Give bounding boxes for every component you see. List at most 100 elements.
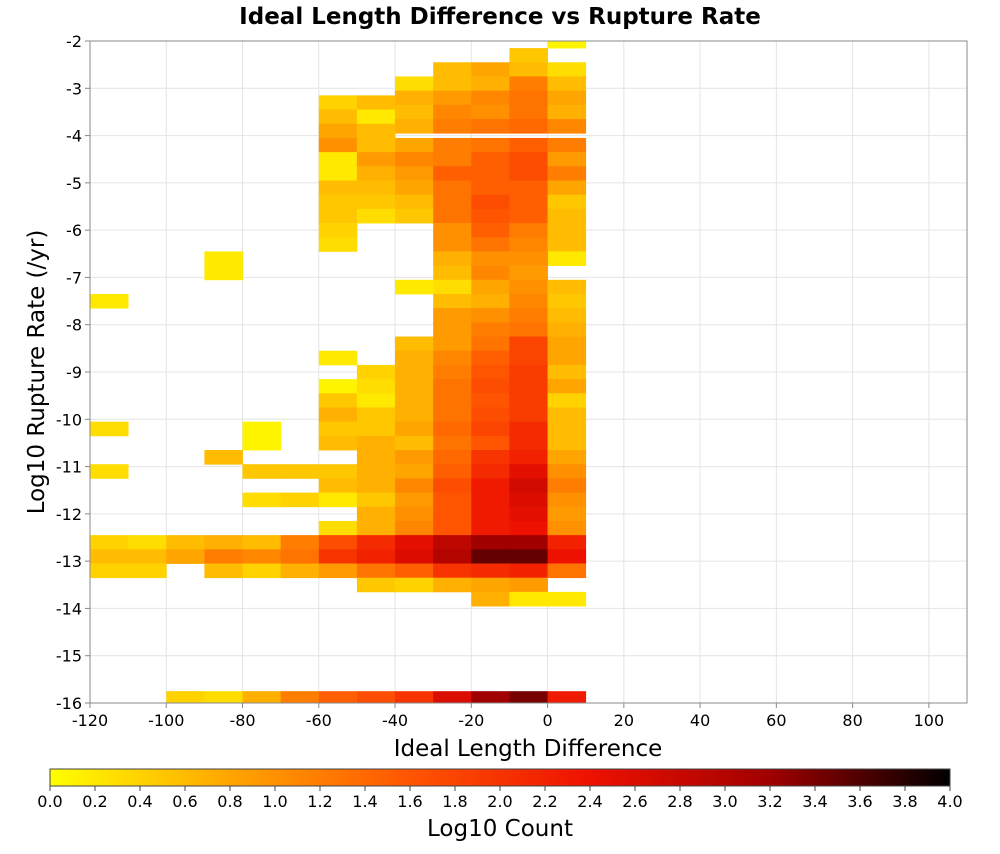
heatmap-cell	[242, 464, 282, 479]
heatmap-cell	[318, 109, 358, 125]
x-tick-label: 0	[542, 711, 552, 730]
heatmap-cell	[509, 563, 548, 579]
heatmap-cell	[509, 279, 548, 295]
x-tick-label: -20	[458, 711, 484, 730]
heatmap-cell	[204, 535, 243, 550]
heatmap-cell	[90, 421, 129, 437]
colorbar-tick-label: 3.6	[847, 792, 872, 811]
heatmap-cell	[318, 123, 358, 139]
heatmap-cell	[204, 265, 243, 281]
heatmap-cell	[509, 691, 548, 704]
heatmap-cell	[471, 435, 510, 451]
heatmap-cell	[433, 492, 472, 508]
heatmap-cell	[433, 251, 472, 267]
heatmap-cell	[395, 407, 434, 423]
heatmap-cell	[433, 520, 472, 536]
heatmap-cell	[433, 364, 472, 380]
colorbar-tick-label: 1.8	[442, 792, 467, 811]
heatmap-cell	[509, 166, 548, 181]
heatmap-cell	[395, 450, 434, 465]
heatmap-cell	[547, 478, 587, 493]
heatmap-cell	[471, 251, 510, 267]
colorbar-tick-label: 3.2	[757, 792, 782, 811]
heatmap-cell	[280, 549, 320, 564]
heatmap-cell	[433, 166, 472, 181]
heatmap-cell	[90, 535, 129, 550]
heatmap-cell	[433, 350, 472, 366]
heatmap-cell	[547, 506, 587, 522]
heatmap-cell	[509, 379, 548, 394]
colorbar-tick-label: 3.4	[802, 792, 827, 811]
heatmap-cell	[433, 563, 472, 579]
heatmap-cell	[433, 691, 472, 704]
heatmap-cell	[356, 137, 396, 153]
heatmap-cell	[547, 166, 587, 181]
heatmap-cell	[471, 293, 510, 309]
heatmap-cell	[356, 549, 396, 564]
heatmap-cell	[395, 549, 434, 564]
heatmap-cell	[204, 549, 243, 564]
heatmap-cell	[318, 379, 358, 394]
heatmap-cell	[471, 520, 510, 536]
heatmap-cell	[356, 364, 396, 380]
colorbar-tick-label: 2.6	[622, 792, 647, 811]
heatmap-cell	[166, 549, 205, 564]
heatmap-cell	[242, 691, 282, 704]
heatmap-cell	[509, 478, 548, 493]
colorbar-label: Log10 Count	[427, 816, 573, 842]
heatmap-cell	[471, 194, 510, 210]
heatmap-cell	[318, 435, 358, 451]
colorbar-tick-label: 0.2	[82, 792, 107, 811]
heatmap-cell	[471, 563, 510, 579]
heatmap-cell	[395, 520, 434, 536]
heatmap-cell	[471, 76, 510, 92]
heatmap-cell	[433, 62, 472, 77]
heatmap-cell	[433, 194, 472, 210]
heatmap-cell	[204, 563, 243, 579]
heatmap-cell	[318, 478, 358, 493]
heatmap-cell	[395, 279, 434, 295]
heatmap-cell	[471, 549, 510, 564]
heatmap-cell	[547, 691, 587, 704]
heatmap-cell	[547, 563, 587, 579]
x-tick-label: -60	[306, 711, 332, 730]
heatmap-cell	[547, 180, 587, 196]
x-tick-label: 40	[690, 711, 710, 730]
heatmap-cell	[318, 223, 358, 238]
colorbar	[49, 768, 951, 787]
heatmap-cell	[509, 293, 548, 309]
heatmap-cell	[433, 104, 472, 120]
heatmap-cell	[433, 535, 472, 550]
heatmap-cell	[471, 62, 510, 77]
heatmap-cell	[547, 591, 587, 607]
heatmap-cell	[547, 104, 587, 120]
heatmap-cell	[356, 464, 396, 479]
heatmap-cell	[318, 520, 358, 536]
heatmap-cell	[509, 464, 548, 479]
heatmap-cell	[356, 563, 396, 579]
y-tick-label: -4	[66, 127, 82, 146]
heatmap-cell	[509, 76, 548, 92]
y-tick-label: -5	[66, 174, 82, 193]
heatmap-cell	[471, 119, 510, 134]
heatmap-cell	[547, 137, 587, 153]
heatmap-cell	[356, 435, 396, 451]
heatmap-cell	[356, 393, 396, 408]
heatmap-cell	[395, 208, 434, 224]
heatmap-cell	[547, 435, 587, 451]
heatmap-cell	[509, 535, 548, 550]
heatmap-cell	[433, 208, 472, 224]
heatmap-cell	[433, 464, 472, 479]
heatmap-cell	[356, 577, 396, 593]
heatmap-cell	[318, 237, 358, 252]
heatmap-cell	[471, 350, 510, 366]
x-tick-label: 20	[614, 711, 634, 730]
y-tick-label: -9	[66, 363, 82, 382]
heatmap-cell	[356, 208, 396, 224]
heatmap-cell	[318, 421, 358, 437]
colorbar-tick-label: 1.4	[352, 792, 377, 811]
heatmap-cell	[318, 549, 358, 564]
heatmap-cell	[547, 393, 587, 408]
heatmap-cell	[395, 350, 434, 366]
